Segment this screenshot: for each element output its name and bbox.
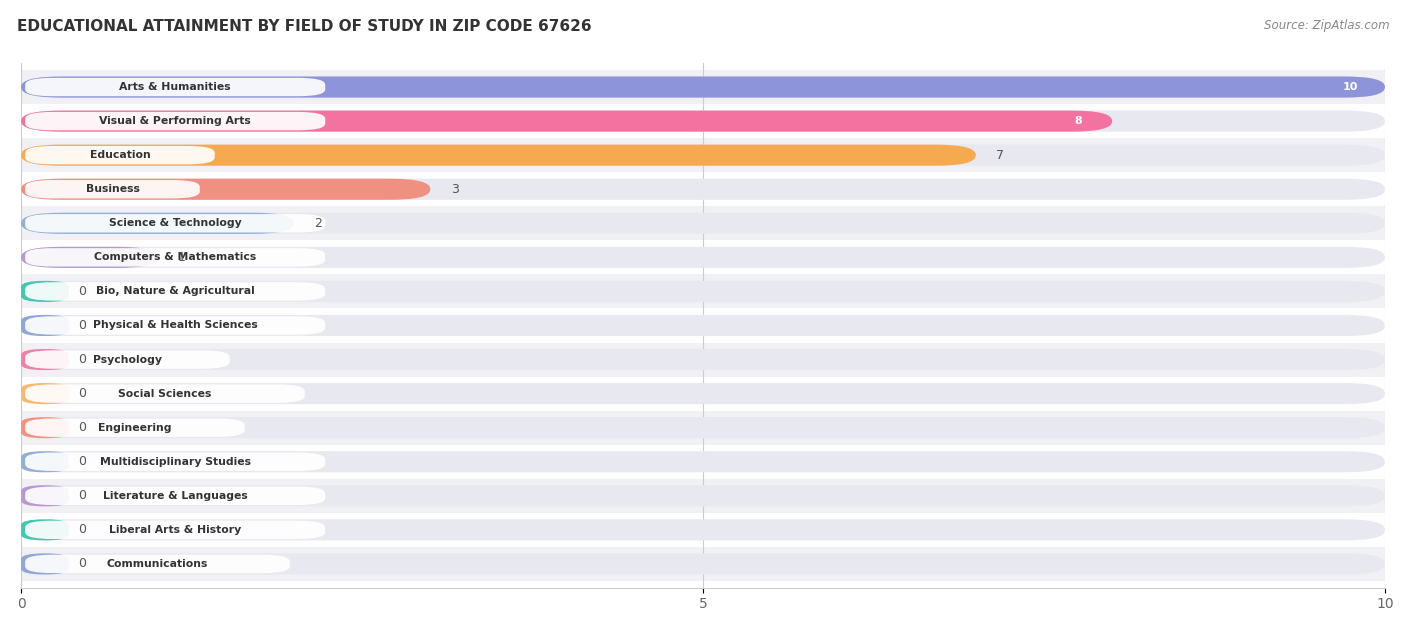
FancyBboxPatch shape bbox=[25, 214, 325, 233]
Text: Computers & Mathematics: Computers & Mathematics bbox=[94, 252, 256, 262]
Bar bbox=[21, 343, 1385, 377]
Text: 0: 0 bbox=[79, 421, 86, 434]
Bar bbox=[21, 138, 1385, 172]
FancyBboxPatch shape bbox=[25, 453, 325, 471]
Text: 8: 8 bbox=[1074, 116, 1083, 126]
Bar bbox=[21, 240, 1385, 274]
FancyBboxPatch shape bbox=[25, 146, 215, 164]
Circle shape bbox=[1047, 114, 1108, 128]
Text: 0: 0 bbox=[79, 353, 86, 366]
FancyBboxPatch shape bbox=[25, 350, 229, 368]
Bar bbox=[21, 479, 1385, 513]
FancyBboxPatch shape bbox=[21, 520, 69, 540]
Text: Business: Business bbox=[86, 185, 139, 194]
FancyBboxPatch shape bbox=[21, 76, 1385, 97]
FancyBboxPatch shape bbox=[25, 248, 325, 267]
Text: Physical & Health Sciences: Physical & Health Sciences bbox=[93, 320, 257, 331]
FancyBboxPatch shape bbox=[25, 521, 325, 539]
Text: Visual & Performing Arts: Visual & Performing Arts bbox=[100, 116, 252, 126]
Bar bbox=[21, 206, 1385, 240]
FancyBboxPatch shape bbox=[21, 349, 1385, 370]
Text: 2: 2 bbox=[315, 217, 322, 230]
FancyBboxPatch shape bbox=[21, 111, 1112, 131]
FancyBboxPatch shape bbox=[25, 78, 325, 96]
FancyBboxPatch shape bbox=[21, 315, 1385, 336]
FancyBboxPatch shape bbox=[25, 112, 325, 130]
FancyBboxPatch shape bbox=[25, 180, 200, 198]
FancyBboxPatch shape bbox=[21, 281, 69, 302]
Text: 10: 10 bbox=[1343, 82, 1358, 92]
FancyBboxPatch shape bbox=[21, 485, 69, 506]
FancyBboxPatch shape bbox=[21, 315, 69, 336]
Text: Bio, Nature & Agricultural: Bio, Nature & Agricultural bbox=[96, 286, 254, 296]
FancyBboxPatch shape bbox=[25, 384, 305, 403]
Bar bbox=[21, 104, 1385, 138]
FancyBboxPatch shape bbox=[21, 451, 1385, 472]
Text: 1: 1 bbox=[179, 251, 186, 264]
Text: Science & Technology: Science & Technology bbox=[108, 218, 242, 228]
FancyBboxPatch shape bbox=[21, 213, 1385, 234]
Text: Arts & Humanities: Arts & Humanities bbox=[120, 82, 231, 92]
FancyBboxPatch shape bbox=[21, 485, 1385, 506]
Text: Liberal Arts & History: Liberal Arts & History bbox=[110, 525, 242, 535]
Text: 0: 0 bbox=[79, 489, 86, 502]
Bar bbox=[21, 377, 1385, 411]
FancyBboxPatch shape bbox=[21, 383, 69, 404]
FancyBboxPatch shape bbox=[21, 76, 1385, 97]
Text: Education: Education bbox=[90, 150, 150, 160]
Text: 0: 0 bbox=[79, 319, 86, 332]
Text: Social Sciences: Social Sciences bbox=[118, 389, 212, 399]
FancyBboxPatch shape bbox=[21, 111, 1385, 131]
FancyBboxPatch shape bbox=[21, 145, 976, 166]
FancyBboxPatch shape bbox=[21, 554, 1385, 574]
Bar bbox=[21, 172, 1385, 206]
Text: 0: 0 bbox=[79, 387, 86, 400]
Text: Psychology: Psychology bbox=[93, 355, 162, 365]
FancyBboxPatch shape bbox=[21, 349, 69, 370]
FancyBboxPatch shape bbox=[21, 179, 1385, 200]
Text: Source: ZipAtlas.com: Source: ZipAtlas.com bbox=[1264, 19, 1389, 32]
Text: 0: 0 bbox=[79, 455, 86, 468]
FancyBboxPatch shape bbox=[21, 179, 430, 200]
FancyBboxPatch shape bbox=[21, 520, 1385, 540]
FancyBboxPatch shape bbox=[25, 283, 325, 301]
Text: Communications: Communications bbox=[107, 559, 208, 569]
FancyBboxPatch shape bbox=[25, 418, 245, 437]
FancyBboxPatch shape bbox=[21, 213, 294, 234]
FancyBboxPatch shape bbox=[21, 246, 157, 268]
FancyBboxPatch shape bbox=[25, 316, 325, 335]
Circle shape bbox=[1320, 80, 1381, 95]
Text: Literature & Languages: Literature & Languages bbox=[103, 491, 247, 501]
Text: 0: 0 bbox=[79, 557, 86, 571]
FancyBboxPatch shape bbox=[21, 417, 1385, 438]
FancyBboxPatch shape bbox=[21, 145, 1385, 166]
FancyBboxPatch shape bbox=[25, 487, 325, 505]
FancyBboxPatch shape bbox=[25, 555, 290, 573]
Bar bbox=[21, 547, 1385, 581]
Text: EDUCATIONAL ATTAINMENT BY FIELD OF STUDY IN ZIP CODE 67626: EDUCATIONAL ATTAINMENT BY FIELD OF STUDY… bbox=[17, 19, 592, 34]
Text: Engineering: Engineering bbox=[98, 423, 172, 433]
Text: 0: 0 bbox=[79, 523, 86, 537]
Text: 3: 3 bbox=[451, 183, 458, 196]
FancyBboxPatch shape bbox=[21, 281, 1385, 302]
Bar bbox=[21, 274, 1385, 308]
Bar bbox=[21, 411, 1385, 445]
Bar bbox=[21, 513, 1385, 547]
Bar bbox=[21, 70, 1385, 104]
Text: Multidisciplinary Studies: Multidisciplinary Studies bbox=[100, 457, 250, 466]
FancyBboxPatch shape bbox=[21, 383, 1385, 404]
FancyBboxPatch shape bbox=[21, 246, 1385, 268]
FancyBboxPatch shape bbox=[21, 417, 69, 438]
FancyBboxPatch shape bbox=[21, 451, 69, 472]
Text: 0: 0 bbox=[79, 285, 86, 298]
Bar bbox=[21, 308, 1385, 343]
Text: 7: 7 bbox=[997, 149, 1004, 162]
FancyBboxPatch shape bbox=[21, 554, 69, 574]
Bar bbox=[21, 445, 1385, 479]
